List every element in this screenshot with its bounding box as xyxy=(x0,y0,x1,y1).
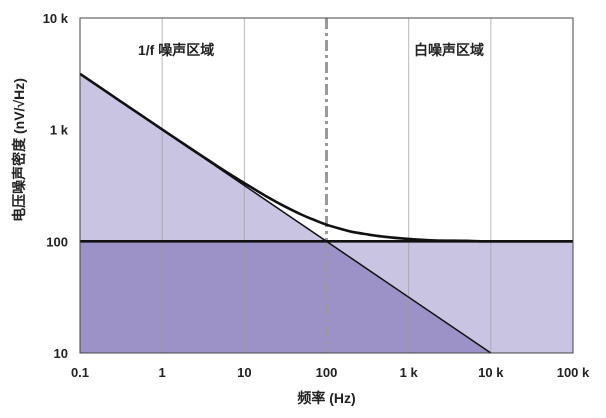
y-tick-label: 10 xyxy=(54,346,68,361)
y-tick-label: 100 xyxy=(46,234,68,249)
x-tick-label: 100 xyxy=(316,365,338,380)
y-axis-label: 电压噪声密度 (nV/√Hz) xyxy=(11,78,27,222)
total-noise-curve xyxy=(79,72,574,243)
y-tick-label: 10 k xyxy=(43,11,69,26)
upper-noise-region xyxy=(80,73,573,354)
plot-border xyxy=(79,17,574,354)
x-axis-label: 频率 (Hz) xyxy=(297,390,355,406)
region-annotation: 1/f 噪声区域 xyxy=(138,42,214,58)
x-tick-label: 100 k xyxy=(557,365,590,380)
x-tick-label: 0.1 xyxy=(71,365,89,380)
x-tick-label: 1 k xyxy=(400,365,419,380)
x-tick-label: 10 xyxy=(237,365,251,380)
region-annotation: 白噪声区域 xyxy=(414,42,484,58)
x-tick-label: 10 k xyxy=(478,365,504,380)
y-tick-label: 1 k xyxy=(50,123,69,138)
x-tick-label: 1 xyxy=(159,365,166,380)
